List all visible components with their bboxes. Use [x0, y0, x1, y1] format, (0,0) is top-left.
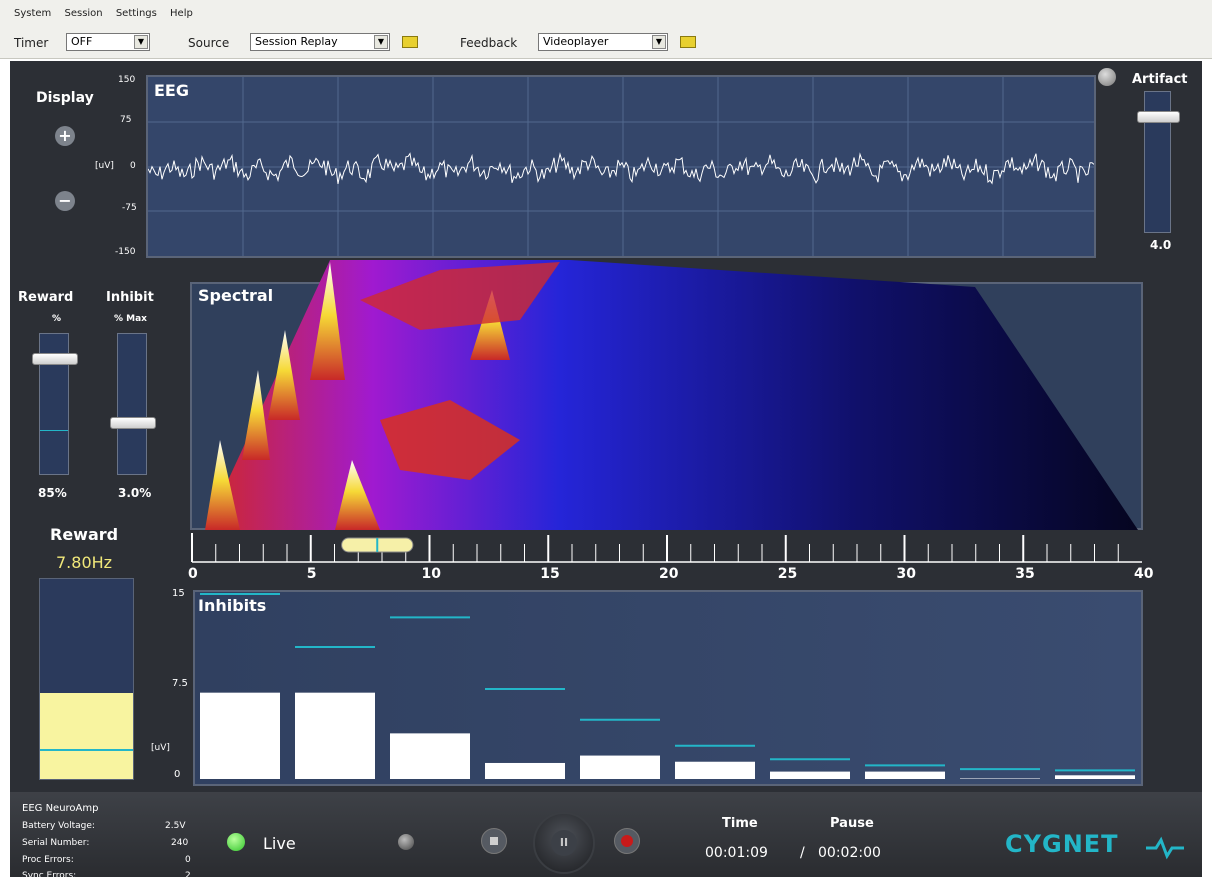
sync-errors-value: 2: [185, 871, 191, 881]
reward-slider[interactable]: [32, 333, 78, 475]
time-separator: /: [800, 845, 805, 861]
proc-errors-label: Proc Errors:: [22, 855, 74, 865]
serial-value: 240: [171, 838, 189, 848]
record-button[interactable]: [614, 828, 640, 854]
inhibit-slider-knob[interactable]: [110, 417, 156, 430]
artifact-value: 4.0: [1150, 238, 1172, 252]
cygnet-logo: CYGNET: [1005, 830, 1119, 858]
eeg-ytick-150: 150: [118, 75, 136, 85]
menu-session[interactable]: Session: [64, 8, 103, 19]
live-label: Live: [263, 834, 296, 853]
pulse-logo-icon: [1146, 836, 1184, 860]
source-select-value: Session Replay: [255, 35, 338, 48]
inhibits-unit: [uV]: [151, 743, 170, 753]
source-folder-icon[interactable]: [402, 36, 418, 48]
time-label: Time: [722, 816, 758, 831]
inhibit-slider-sub: % Max: [114, 314, 147, 324]
time-value: 00:01:09: [705, 845, 768, 861]
eeg-title: EEG: [154, 81, 189, 100]
pause-value: 00:02:00: [818, 845, 881, 861]
reward-meter-fill: [40, 693, 133, 779]
source-label: Source: [188, 36, 230, 50]
eeg-ytick-0: 0: [130, 161, 136, 171]
reward-meter-threshold: [40, 749, 133, 751]
display-label: Display: [36, 90, 94, 106]
battery-value: 2.5V: [165, 821, 186, 831]
menu-settings[interactable]: Settings: [115, 8, 157, 19]
spectral-axis-label: 30: [896, 566, 916, 582]
eeg-plot: [148, 77, 1094, 256]
reward-slider-marker: [40, 430, 68, 431]
device-name: EEG NeuroAmp: [22, 803, 99, 814]
inhibit-slider-value: 3.0%: [118, 486, 152, 500]
menu-help[interactable]: Help: [170, 8, 193, 19]
eeg-panel: EEG: [146, 75, 1096, 258]
feedback-label: Feedback: [460, 36, 518, 50]
battery-label: Battery Voltage:: [22, 821, 95, 831]
reward-slider-knob[interactable]: [32, 353, 78, 366]
artifact-led-icon: [1098, 68, 1116, 86]
reward-slider-value: 85%: [38, 486, 67, 500]
spectral-panel: [190, 282, 1143, 530]
inhibits-title: Inhibits: [198, 596, 267, 615]
timer-select[interactable]: OFF ▼: [66, 33, 150, 51]
spectral-axis-label: 20: [659, 566, 679, 582]
spectral-axis-label: 5: [306, 566, 317, 582]
inhibit-slider-label: Inhibit: [106, 290, 154, 305]
sync-errors-label: Sync Errors:: [22, 871, 77, 881]
spectral-axis-label: 35: [1015, 566, 1035, 582]
pause-icon: II: [551, 830, 577, 856]
inhibits-ytick-0: 0: [174, 769, 181, 780]
pause-label: Pause: [830, 816, 874, 831]
pause-button[interactable]: II: [533, 812, 595, 874]
menu-system[interactable]: System: [14, 8, 52, 19]
artifact-slider-knob[interactable]: [1137, 111, 1180, 124]
source-select[interactable]: Session Replay ▼: [250, 33, 390, 51]
spectral-axis-label: 25: [777, 566, 798, 582]
artifact-label: Artifact: [1132, 72, 1188, 87]
inhibits-panel: [193, 590, 1143, 786]
reward-slider-label: Reward: [18, 290, 74, 305]
eeg-ytick-75: 75: [120, 115, 132, 125]
toolbar: System Session Settings Help Timer OFF ▼…: [0, 0, 1212, 59]
zoom-out-button[interactable]: −: [55, 191, 75, 211]
inhibits-ytick-7-5: 7.5: [172, 678, 188, 689]
spectral-axis-label: 10: [421, 566, 441, 582]
feedback-select-value: Videoplayer: [543, 35, 609, 48]
feedback-select[interactable]: Videoplayer ▼: [538, 33, 668, 51]
spectral-axis-label: 0: [188, 566, 198, 582]
timer-label: Timer: [14, 36, 49, 50]
chevron-down-icon[interactable]: ▼: [134, 35, 148, 49]
eeg-ytick-neg75: -75: [122, 203, 137, 213]
feedback-folder-icon[interactable]: [680, 36, 696, 48]
spectral-axis-label: 15: [540, 566, 560, 582]
eeg-unit: [uV]: [95, 161, 114, 171]
reward-slider-sub: %: [52, 314, 62, 324]
inhibit-slider[interactable]: [110, 333, 156, 475]
reward-meter-label: Reward: [50, 525, 119, 544]
inhibits-ytick-15: 15: [172, 588, 185, 599]
proc-errors-value: 0: [185, 855, 191, 865]
stop-button[interactable]: [481, 828, 507, 854]
record-icon: [621, 835, 633, 847]
live-led-icon: [227, 833, 245, 851]
serial-label: Serial Number:: [22, 838, 90, 848]
timer-select-value: OFF: [71, 35, 93, 48]
status-bar: [10, 792, 1202, 877]
artifact-slider[interactable]: [1137, 91, 1180, 233]
chevron-down-icon[interactable]: ▼: [374, 35, 388, 49]
reward-frequency: 7.80Hz: [56, 553, 113, 572]
spectral-axis-label: 40: [1134, 566, 1154, 582]
reward-meter: [39, 578, 134, 780]
indicator-icon: [398, 834, 414, 850]
chevron-down-icon[interactable]: ▼: [652, 35, 666, 49]
menu-bar: System Session Settings Help: [14, 8, 203, 19]
spectral-title: Spectral: [198, 286, 274, 305]
stop-icon: [490, 837, 498, 845]
eeg-ytick-neg150: -150: [115, 247, 136, 257]
zoom-in-button[interactable]: +: [55, 126, 75, 146]
